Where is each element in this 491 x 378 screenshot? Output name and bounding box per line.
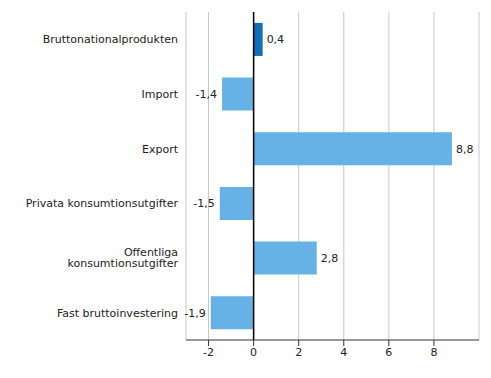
svg-text:Privata konsumtionsutgifter: Privata konsumtionsutgifter (26, 197, 179, 210)
svg-text:8: 8 (430, 346, 437, 359)
svg-text:8,8: 8,8 (456, 143, 474, 156)
svg-text:Import: Import (141, 88, 178, 101)
svg-text:2,8: 2,8 (321, 252, 339, 265)
svg-text:-2: -2 (203, 346, 214, 359)
svg-text:Fast bruttoinvestering: Fast bruttoinvestering (57, 307, 178, 320)
svg-text:4: 4 (340, 346, 347, 359)
svg-text:Offentligakonsumtionsutgifter: Offentligakonsumtionsutgifter (67, 246, 178, 270)
svg-text:6: 6 (385, 346, 392, 359)
svg-text:0,4: 0,4 (267, 33, 285, 46)
svg-text:-1,5: -1,5 (193, 197, 214, 210)
svg-text:-1,9: -1,9 (184, 307, 205, 320)
svg-text:2: 2 (295, 346, 302, 359)
svg-text:Export: Export (142, 143, 179, 156)
svg-text:0: 0 (250, 346, 257, 359)
svg-text:Bruttonationalprodukten: Bruttonationalprodukten (43, 33, 178, 46)
svg-text:-1,4: -1,4 (196, 88, 217, 101)
